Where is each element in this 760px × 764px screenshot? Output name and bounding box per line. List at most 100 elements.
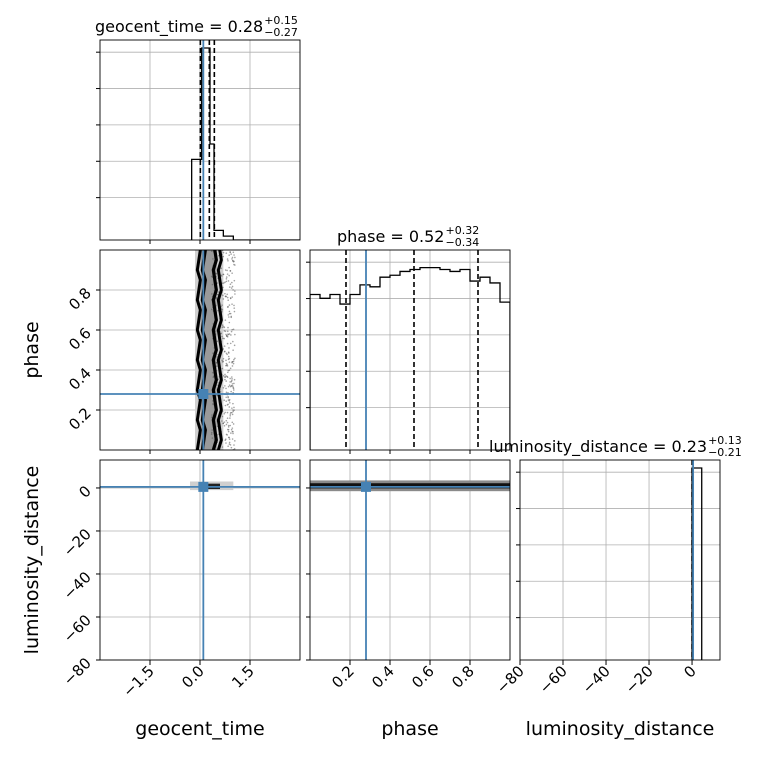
sample-point — [215, 361, 218, 364]
sample-point — [228, 321, 231, 324]
sample-point — [230, 334, 232, 336]
title-luminosity-distance-lower-error: −0.21 — [708, 446, 742, 459]
sample-point — [228, 436, 230, 439]
sample-point — [231, 438, 234, 440]
sample-point — [227, 305, 229, 308]
sample-point — [228, 384, 231, 386]
sample-point — [228, 438, 231, 440]
sample-point — [233, 304, 235, 307]
diagonal-panel-luminosity-distance — [519, 459, 721, 661]
sample-point — [229, 424, 232, 427]
x-tick-label-phase: 0.2 — [328, 662, 358, 692]
sample-point — [216, 365, 218, 368]
histogram-step-geocent-time — [191, 47, 300, 240]
sample-point — [228, 266, 230, 269]
sample-point — [222, 386, 225, 389]
x-tick-label-luminosity-distance: −40 — [579, 662, 614, 697]
sample-point — [222, 255, 225, 258]
sample-point — [225, 400, 228, 402]
sample-point — [230, 379, 233, 382]
title-luminosity-distance: luminosity_distance = 0.23 — [489, 437, 707, 457]
title-phase-lower-error: −0.34 — [445, 236, 479, 249]
sample-point — [228, 254, 230, 257]
sample-point — [225, 419, 228, 422]
sample-point — [223, 412, 226, 415]
sample-point — [231, 427, 234, 429]
histogram-step-phase — [310, 266, 510, 450]
sample-point — [222, 298, 225, 300]
sample-point — [229, 342, 232, 345]
sample-point — [212, 258, 214, 260]
sample-point — [211, 429, 213, 431]
sample-point — [224, 439, 227, 442]
sample-point — [228, 398, 231, 401]
sample-point — [225, 391, 228, 394]
sample-point — [222, 374, 225, 377]
sample-point — [229, 312, 232, 315]
sample-point — [233, 406, 235, 409]
sample-point — [211, 437, 214, 439]
sample-point — [227, 355, 230, 358]
sample-point — [232, 409, 234, 411]
title-geocent-time: geocent_time = 0.28 — [95, 17, 263, 37]
sample-point — [223, 337, 225, 340]
sample-point — [234, 440, 236, 442]
sample-point — [225, 333, 227, 336]
sample-point — [227, 369, 230, 372]
sample-point — [227, 358, 230, 361]
sample-point — [233, 254, 235, 256]
contour-line — [195, 250, 223, 450]
sample-point — [233, 382, 235, 385]
sample-point — [230, 432, 232, 434]
sample-point — [227, 430, 230, 433]
sample-point — [227, 326, 229, 329]
sample-point — [228, 441, 231, 444]
sample-point — [222, 422, 224, 425]
sample-point — [222, 337, 224, 340]
sample-point — [223, 424, 226, 427]
sample-point — [211, 283, 214, 286]
sample-point — [231, 430, 234, 433]
x-tick-label-geocent-time: −1.5 — [119, 662, 157, 700]
sample-point — [234, 357, 236, 360]
title-phase: phase = 0.52 — [337, 227, 444, 246]
sample-point — [225, 278, 228, 280]
title-geocent-time-upper-error: +0.15 — [264, 14, 298, 27]
sample-point — [225, 364, 227, 367]
sample-point — [225, 375, 227, 377]
sample-point — [231, 328, 234, 331]
sample-point — [228, 406, 231, 408]
sample-point — [229, 444, 232, 446]
sample-point — [229, 251, 231, 253]
histogram-phase — [310, 250, 510, 450]
x-tick-label-phase: 0.8 — [448, 662, 478, 692]
sample-point — [232, 423, 235, 425]
sample-point — [229, 367, 232, 370]
sample-point — [224, 385, 226, 387]
sample-point — [230, 253, 232, 255]
density-band-core — [310, 483, 510, 489]
sample-point — [231, 259, 234, 262]
sample-point — [224, 281, 226, 284]
panel-phase-vs-luminosity-distance — [309, 459, 511, 661]
sample-point — [221, 361, 224, 363]
truth-marker — [198, 481, 209, 492]
sample-point — [211, 293, 213, 295]
sample-point — [228, 304, 231, 306]
sample-point — [225, 359, 227, 362]
sample-point — [222, 348, 225, 350]
sample-point — [232, 410, 234, 413]
sample-point — [229, 297, 232, 299]
sample-point — [224, 373, 226, 376]
density-geocent-time-vs-phase — [100, 250, 300, 450]
sample-point — [224, 404, 227, 407]
sample-point — [225, 423, 228, 426]
sample-point — [227, 399, 230, 401]
sample-point — [234, 333, 236, 336]
sample-point — [233, 263, 235, 266]
sample-point — [225, 380, 228, 382]
sample-point — [211, 371, 214, 374]
density-phase-vs-luminosity-distance — [310, 460, 510, 660]
sample-point — [228, 286, 231, 288]
